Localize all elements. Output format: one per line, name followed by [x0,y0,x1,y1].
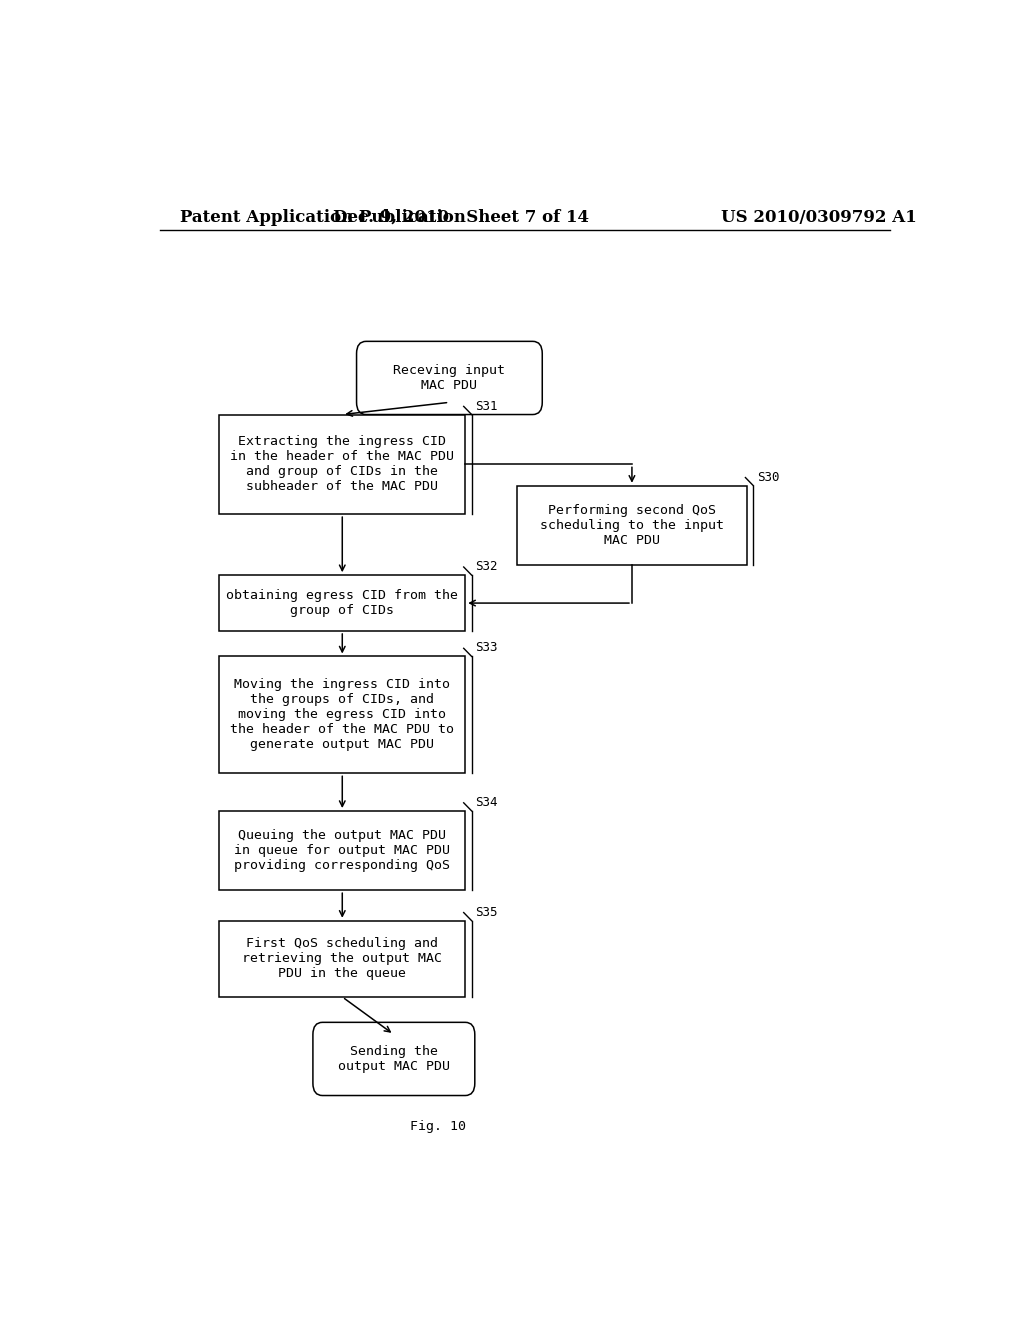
Text: Receving input
MAC PDU: Receving input MAC PDU [393,364,506,392]
Text: Dec. 9, 2010   Sheet 7 of 14: Dec. 9, 2010 Sheet 7 of 14 [334,209,590,226]
Text: Performing second QoS
scheduling to the input
MAC PDU: Performing second QoS scheduling to the … [540,504,724,546]
Bar [219,656,465,774]
Text: US 2010/0309792 A1: US 2010/0309792 A1 [721,209,916,226]
Text: S31: S31 [475,400,498,412]
Bar [219,414,465,515]
Text: S30: S30 [758,471,780,483]
Text: Fig. 10: Fig. 10 [410,1119,466,1133]
FancyBboxPatch shape [356,342,543,414]
Bar [517,486,748,565]
Text: S34: S34 [475,796,498,809]
Text: S35: S35 [475,906,498,919]
Text: Extracting the ingress CID
in the header of the MAC PDU
and group of CIDs in the: Extracting the ingress CID in the header… [230,436,455,494]
Bar [219,810,465,890]
Text: Patent Application Publication: Patent Application Publication [179,209,466,226]
Text: Moving the ingress CID into
the groups of CIDs, and
moving the egress CID into
t: Moving the ingress CID into the groups o… [230,678,455,751]
Text: First QoS scheduling and
retrieving the output MAC
PDU in the queue: First QoS scheduling and retrieving the … [243,937,442,981]
Text: S32: S32 [475,560,498,573]
Bar [219,576,465,631]
Bar [219,921,465,997]
Text: S33: S33 [475,642,498,655]
Text: obtaining egress CID from the
group of CIDs: obtaining egress CID from the group of C… [226,589,459,616]
Text: Queuing the output MAC PDU
in queue for output MAC PDU
providing corresponding Q: Queuing the output MAC PDU in queue for … [234,829,451,873]
Text: Sending the
output MAC PDU: Sending the output MAC PDU [338,1045,450,1073]
FancyBboxPatch shape [313,1022,475,1096]
